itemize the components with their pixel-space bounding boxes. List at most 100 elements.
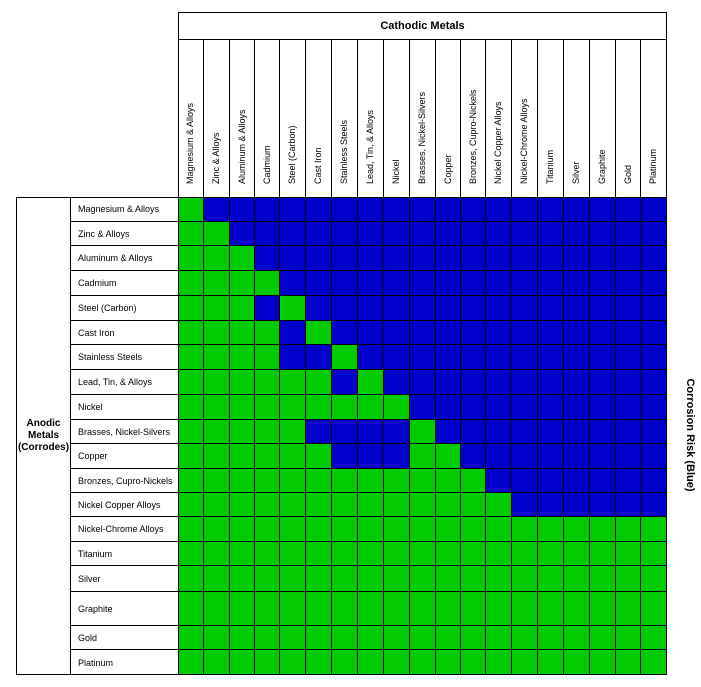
cathodic-column-header: Zinc & Alloys [211, 132, 221, 184]
safe-cell [410, 626, 436, 650]
risk-cell [486, 420, 512, 444]
safe-cell [461, 650, 486, 675]
risk-cell [410, 345, 436, 370]
safe-cell [230, 296, 255, 321]
safe-cell [178, 444, 204, 469]
safe-cell [178, 222, 204, 246]
risk-cell [641, 296, 667, 321]
corrosion-risk-label: Corrosion Risk (Blue) [684, 378, 696, 492]
safe-cell [486, 517, 512, 542]
anodic-row-header: Graphite [71, 592, 178, 626]
risk-cell [512, 444, 538, 469]
safe-cell [461, 626, 486, 650]
safe-cell [230, 542, 255, 566]
safe-cell [204, 542, 230, 566]
safe-cell [280, 296, 306, 321]
risk-cell [564, 469, 590, 493]
risk-cell [306, 271, 332, 296]
safe-cell [564, 650, 590, 675]
safe-cell [204, 246, 230, 271]
column-divider [512, 39, 538, 198]
risk-cell [255, 222, 280, 246]
risk-cell [641, 370, 667, 395]
risk-cell [590, 222, 616, 246]
risk-cell [538, 469, 564, 493]
safe-cell [384, 517, 410, 542]
cathodic-column-header: Silver [571, 161, 581, 184]
safe-cell [230, 420, 255, 444]
risk-cell [332, 246, 358, 271]
safe-cell [255, 650, 280, 675]
safe-cell [204, 222, 230, 246]
safe-cell [280, 566, 306, 592]
safe-cell [358, 493, 384, 517]
safe-cell [306, 650, 332, 675]
safe-cell [358, 542, 384, 566]
safe-cell [204, 626, 230, 650]
risk-cell [306, 197, 332, 222]
anodic-row-header: Nickel [71, 395, 178, 420]
risk-cell [486, 271, 512, 296]
risk-cell [358, 296, 384, 321]
safe-cell [178, 626, 204, 650]
safe-cell [255, 626, 280, 650]
risk-cell [538, 444, 564, 469]
safe-cell [616, 517, 641, 542]
risk-cell [280, 246, 306, 271]
safe-cell [538, 592, 564, 626]
safe-cell [255, 542, 280, 566]
safe-cell [590, 650, 616, 675]
risk-cell [358, 197, 384, 222]
risk-cell [384, 246, 410, 271]
safe-cell [538, 542, 564, 566]
safe-cell [255, 321, 280, 345]
risk-cell [255, 246, 280, 271]
column-divider [461, 39, 486, 198]
safe-cell [564, 626, 590, 650]
safe-cell [436, 469, 461, 493]
corrosion-matrix [178, 197, 667, 675]
risk-cell [358, 246, 384, 271]
safe-cell [178, 345, 204, 370]
safe-cell [306, 566, 332, 592]
safe-cell [461, 493, 486, 517]
risk-cell [512, 296, 538, 321]
risk-cell [564, 345, 590, 370]
safe-cell [410, 469, 436, 493]
safe-cell [332, 517, 358, 542]
risk-cell [230, 197, 255, 222]
safe-cell [590, 517, 616, 542]
risk-cell [538, 222, 564, 246]
safe-cell [564, 517, 590, 542]
safe-cell [436, 592, 461, 626]
anodic-row-header: Aluminum & Alloys [71, 246, 178, 271]
risk-cell [564, 222, 590, 246]
risk-cell [306, 345, 332, 370]
safe-cell [461, 566, 486, 592]
risk-cell [641, 222, 667, 246]
safe-cell [332, 626, 358, 650]
safe-cell [384, 469, 410, 493]
safe-cell [436, 542, 461, 566]
cathodic-column-header: Copper [442, 154, 453, 184]
risk-cell [512, 395, 538, 420]
safe-cell [255, 517, 280, 542]
risk-cell [461, 222, 486, 246]
risk-cell [306, 222, 332, 246]
safe-cell [616, 592, 641, 626]
risk-cell [512, 345, 538, 370]
risk-cell [486, 197, 512, 222]
safe-cell [486, 592, 512, 626]
column-divider [230, 39, 255, 198]
risk-cell [332, 197, 358, 222]
safe-cell [280, 370, 306, 395]
safe-cell [358, 566, 384, 592]
safe-cell [204, 517, 230, 542]
risk-cell [486, 296, 512, 321]
safe-cell [486, 542, 512, 566]
anodic-row-header: Zinc & Alloys [71, 222, 178, 246]
safe-cell [178, 469, 204, 493]
safe-cell [436, 626, 461, 650]
safe-cell [204, 321, 230, 345]
safe-cell [358, 592, 384, 626]
